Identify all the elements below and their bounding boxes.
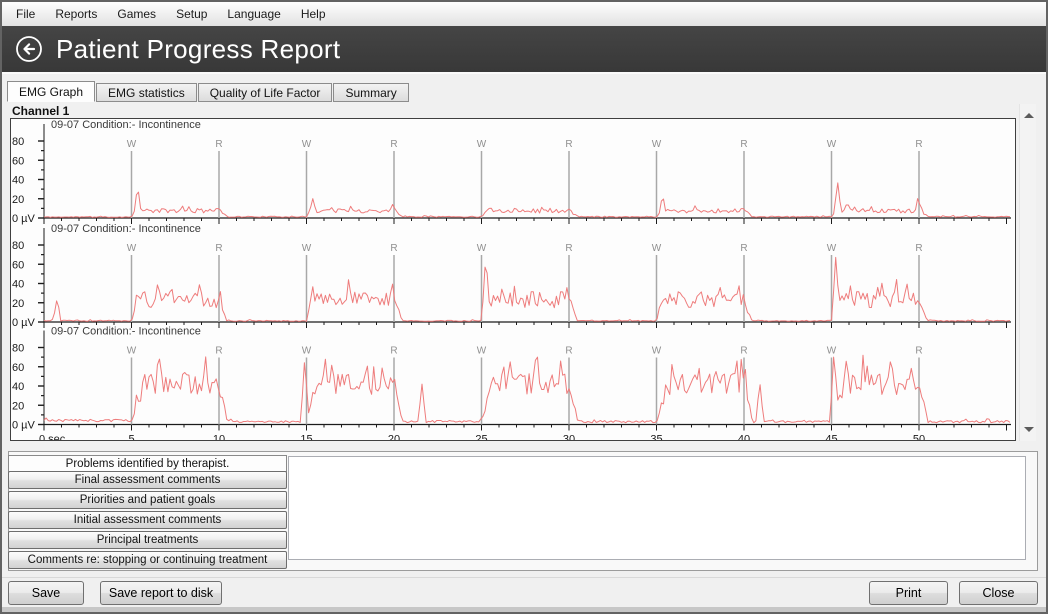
- bottom-band: [2, 607, 1046, 612]
- svg-text:20: 20: [12, 400, 24, 412]
- tab-strip: EMG Graph EMG statistics Quality of Life F…: [7, 81, 410, 102]
- svg-text:40: 40: [12, 279, 24, 291]
- back-arrow-icon: [16, 36, 42, 62]
- svg-text:W: W: [477, 243, 487, 254]
- svg-text:R: R: [740, 243, 747, 254]
- svg-text:R: R: [740, 139, 747, 150]
- svg-text:20: 20: [388, 434, 400, 441]
- svg-text:W: W: [127, 346, 137, 357]
- svg-text:20: 20: [12, 194, 24, 206]
- svg-text:W: W: [652, 346, 662, 357]
- svg-text:80: 80: [12, 343, 24, 355]
- svg-text:R: R: [215, 139, 222, 150]
- svg-text:R: R: [565, 139, 572, 150]
- svg-text:80: 80: [12, 136, 24, 148]
- svg-text:R: R: [565, 243, 572, 254]
- svg-text:15: 15: [300, 434, 312, 441]
- tab-summary[interactable]: Summary: [333, 83, 409, 102]
- svg-text:W: W: [127, 243, 137, 254]
- scroll-down-arrow-icon[interactable]: [1024, 427, 1034, 432]
- svg-text:5: 5: [128, 434, 134, 441]
- svg-text:W: W: [302, 243, 312, 254]
- menu-item-games[interactable]: Games: [117, 7, 157, 21]
- svg-text:R: R: [915, 139, 922, 150]
- comment-button-principal-treatments[interactable]: Principal treatments: [8, 531, 287, 549]
- comment-button-priorities-and-patient-goals[interactable]: Priorities and patient goals: [8, 491, 287, 509]
- svg-text:20: 20: [12, 298, 24, 310]
- tab-emg-statistics[interactable]: EMG statistics: [96, 83, 197, 102]
- svg-text:35: 35: [650, 434, 662, 441]
- svg-text:W: W: [827, 243, 837, 254]
- svg-text:0 µV: 0 µV: [12, 317, 36, 329]
- menu-item-reports[interactable]: Reports: [55, 7, 98, 21]
- comment-button-initial-assessment-comments[interactable]: Initial assessment comments: [8, 511, 287, 529]
- svg-text:60: 60: [12, 362, 24, 374]
- svg-text:0 µV: 0 µV: [12, 213, 36, 225]
- svg-text:R: R: [390, 139, 397, 150]
- tab-emg-graph[interactable]: EMG Graph: [7, 81, 96, 102]
- svg-text:40: 40: [12, 381, 24, 393]
- svg-text:40: 40: [12, 175, 24, 187]
- page-title: Patient Progress Report: [56, 34, 341, 64]
- svg-text:R: R: [390, 243, 397, 254]
- tab-quality-of-life-factor[interactable]: Quality of Life Factor: [197, 83, 333, 102]
- channel-label: Channel 1: [12, 104, 70, 118]
- emg-chart: 09-07 Condition:- Incontinence 0 µV 20 40 60…: [12, 119, 1011, 441]
- title-bar-underline: [2, 72, 1046, 74]
- graph-scrollbar[interactable]: [1019, 104, 1036, 441]
- menu-item-language[interactable]: Language: [227, 7, 281, 21]
- emg-graph-panel: 09-07 Condition:- Incontinence 0 µV 20 40 60…: [10, 118, 1016, 441]
- svg-text:W: W: [652, 139, 662, 150]
- svg-text:0 sec: 0 sec: [39, 434, 66, 441]
- svg-text:09-07 Condition:- Incontinence: 09-07 Condition:- Incontinence: [51, 119, 201, 131]
- svg-text:W: W: [127, 139, 137, 150]
- svg-text:10: 10: [213, 434, 225, 441]
- svg-text:R: R: [915, 346, 922, 357]
- svg-text:W: W: [652, 243, 662, 254]
- svg-text:09-07 Condition:- Incontinence: 09-07 Condition:- Incontinence: [51, 223, 201, 235]
- svg-text:R: R: [390, 346, 397, 357]
- svg-text:W: W: [827, 139, 837, 150]
- svg-text:R: R: [215, 243, 222, 254]
- menu-item-help[interactable]: Help: [300, 7, 326, 21]
- menu-bar: File Reports Games Setup Language Help: [2, 2, 1046, 26]
- svg-text:25: 25: [475, 434, 487, 441]
- title-bar: Patient Progress Report: [2, 26, 1046, 72]
- comments-tab-problems[interactable]: Problems identified by therapist.: [8, 455, 287, 472]
- footer-separator: [2, 577, 1046, 578]
- svg-text:60: 60: [12, 155, 24, 167]
- svg-text:60: 60: [12, 259, 24, 271]
- save-to-disk-button[interactable]: Save report to disk: [100, 581, 222, 605]
- svg-text:R: R: [740, 346, 747, 357]
- svg-text:40: 40: [738, 434, 750, 441]
- svg-text:W: W: [302, 139, 312, 150]
- close-button[interactable]: Close: [959, 581, 1038, 605]
- svg-text:50: 50: [913, 434, 925, 441]
- svg-text:45: 45: [825, 434, 837, 441]
- svg-text:W: W: [827, 346, 837, 357]
- svg-text:0 µV: 0 µV: [12, 420, 36, 432]
- svg-text:R: R: [215, 346, 222, 357]
- svg-text:80: 80: [12, 240, 24, 252]
- comment-button-comments-re-stopping-or-continuing-treatment[interactable]: Comments re: stopping or continuing trea…: [8, 551, 287, 569]
- save-button[interactable]: Save: [8, 581, 84, 605]
- menu-item-file[interactable]: File: [16, 7, 36, 21]
- comments-textarea[interactable]: [288, 456, 1026, 560]
- comment-button-final-assessment-comments[interactable]: Final assessment comments: [8, 471, 287, 489]
- svg-text:W: W: [302, 346, 312, 357]
- svg-text:R: R: [565, 346, 572, 357]
- scroll-up-arrow-icon[interactable]: [1024, 113, 1034, 118]
- menu-item-setup[interactable]: Setup: [176, 7, 208, 21]
- svg-text:09-07 Condition:- Incontinence: 09-07 Condition:- Incontinence: [51, 326, 201, 338]
- print-button[interactable]: Print: [869, 581, 948, 605]
- svg-text:W: W: [477, 346, 487, 357]
- back-button[interactable]: [15, 35, 43, 63]
- svg-text:30: 30: [563, 434, 575, 441]
- svg-text:R: R: [915, 243, 922, 254]
- svg-text:W: W: [477, 139, 487, 150]
